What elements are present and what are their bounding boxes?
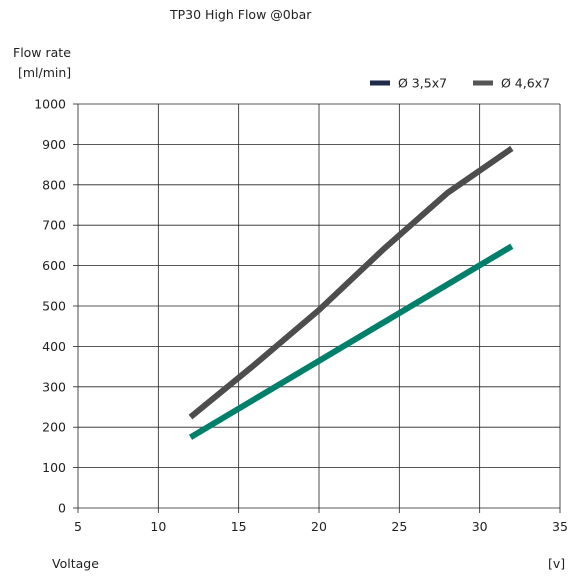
y-tick-label: 800 <box>42 177 66 192</box>
x-tick-label: 30 <box>472 519 488 534</box>
y-axis-label: Flow rate <box>13 45 71 60</box>
x-tick-label: 25 <box>391 519 407 534</box>
series-line-1 <box>188 243 514 440</box>
legend-label-1: Ø 3,5x7 <box>398 76 447 91</box>
y-tick-label: 700 <box>42 218 66 233</box>
y-tick-label: 0 <box>58 501 66 516</box>
y-tick-label: 900 <box>42 137 66 152</box>
y-tick-label: 200 <box>42 420 66 435</box>
y-tick-label: 500 <box>42 299 66 314</box>
series-line-2 <box>188 145 514 420</box>
y-axis-unit: [ml/min] <box>18 65 72 80</box>
x-axis-unit: [v] <box>548 556 566 571</box>
chart-title: TP30 High Flow @0bar <box>170 7 312 22</box>
x-tick-label: 5 <box>74 519 82 534</box>
x-axis-label: Voltage <box>52 556 99 571</box>
x-tick-label: 35 <box>552 519 568 534</box>
legend-label-2: Ø 4,6x7 <box>501 76 550 91</box>
x-tick-label: 20 <box>311 519 327 534</box>
x-tick-label: 10 <box>150 519 166 534</box>
y-tick-label: 600 <box>42 258 66 273</box>
y-tick-label: 300 <box>42 379 66 394</box>
y-tick-label: 100 <box>42 460 66 475</box>
y-tick-label: 1000 <box>34 97 66 112</box>
x-tick-label: 15 <box>231 519 247 534</box>
y-tick-label: 400 <box>42 339 66 354</box>
